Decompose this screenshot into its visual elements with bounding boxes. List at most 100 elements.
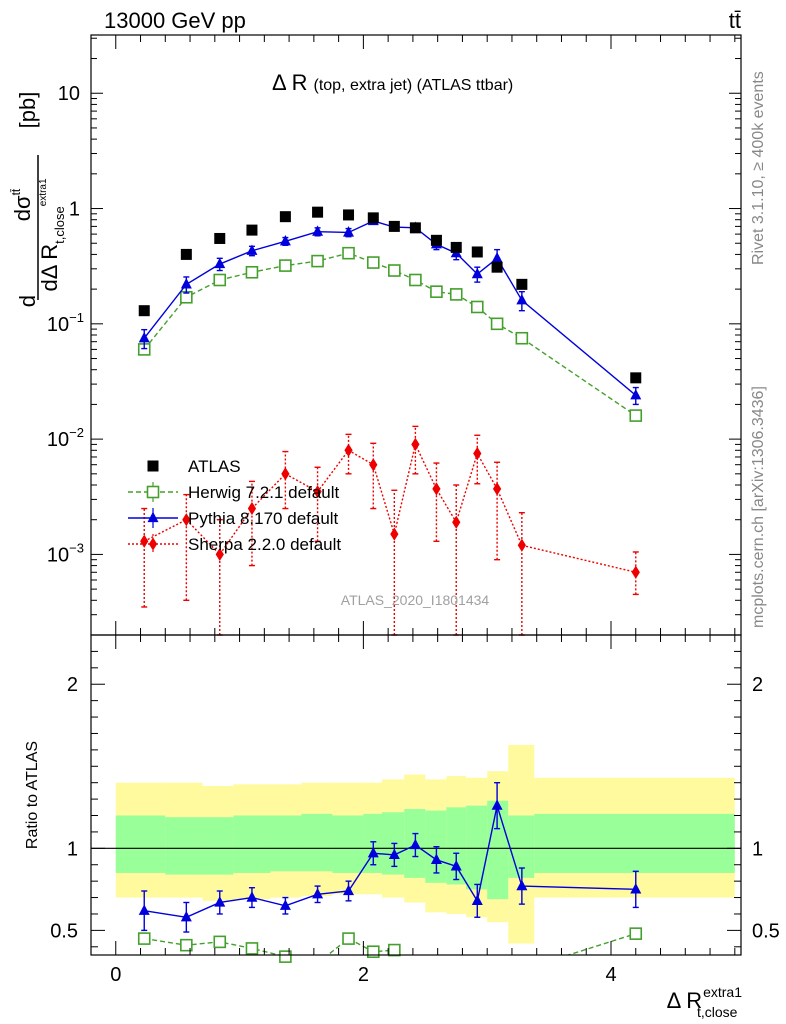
data-point <box>180 278 192 289</box>
y-tick-label-exp: −1 <box>69 310 84 325</box>
ratio-data-point <box>180 910 192 922</box>
data-point <box>214 232 226 244</box>
legend-item-pythia-8-170-default: Pythia 8.170 default <box>128 508 339 528</box>
series-sherpa-2-2-0-default <box>140 425 640 636</box>
legend-item-herwig-7-2-1-default: Herwig 7.2.1 default <box>128 482 339 502</box>
legend: ATLAS Herwig 7.2.1 default Pythia 8.170 de… <box>128 457 341 554</box>
ratio-data-point <box>388 848 400 860</box>
ratio-series-herwig-7-2-1-default <box>137 927 643 963</box>
data-point <box>430 234 442 246</box>
main-title: Δ R (top, extra jet) (ATLAS ttbar) <box>272 70 513 95</box>
ratio-data-point <box>366 945 380 959</box>
data-point <box>246 244 258 255</box>
ratio-series-line <box>144 805 636 918</box>
ratio-data-point <box>471 894 483 905</box>
ratio-y-tick-label: 0.5 <box>50 920 78 942</box>
ratio-data-point <box>279 950 292 963</box>
legend-marker <box>146 485 160 499</box>
data-point <box>470 300 484 314</box>
ratio-data-point <box>516 879 528 891</box>
ratio-data-point <box>138 904 150 915</box>
data-point <box>213 273 227 287</box>
data-point <box>516 293 528 305</box>
data-point <box>279 211 291 223</box>
y-tick-label-exp: −2 <box>69 425 84 440</box>
final-state-label: tt̄ <box>729 8 741 33</box>
data-point <box>138 331 150 343</box>
ratio-y-tick-label-right: 0.5 <box>752 920 780 942</box>
y-tick-label: 10−3 <box>47 540 84 566</box>
svg-text:d: d <box>15 295 40 307</box>
ratio-data-point <box>491 799 503 810</box>
main-plot-content <box>137 206 643 636</box>
data-point <box>409 222 421 234</box>
ratio-series-pythia-8-170-default <box>138 781 642 933</box>
data-point <box>631 565 640 579</box>
legend-marker <box>147 511 159 523</box>
ratio-xlabel-sub: t,close <box>697 1004 738 1020</box>
data-point <box>430 285 443 298</box>
data-point <box>471 246 483 258</box>
data-point <box>450 241 462 253</box>
ratio-y-tick-label-right: 1 <box>752 838 763 860</box>
ratio-y-tick-label: 2 <box>67 674 78 696</box>
data-point <box>409 273 422 287</box>
ratio-x-tick-label: 0 <box>110 964 121 986</box>
data-point <box>245 265 259 279</box>
band-inner <box>466 805 488 890</box>
ratio-data-point <box>246 891 258 902</box>
y-tick-label: 10−2 <box>47 425 84 451</box>
y-tick-label-base: 10 <box>47 314 69 336</box>
ratio-data-point <box>213 935 227 949</box>
data-point <box>492 482 502 496</box>
ratio-data-point <box>430 853 442 864</box>
y-tick-label-base: 10 <box>47 544 69 566</box>
data-point <box>473 446 482 461</box>
data-point <box>138 305 150 317</box>
uncertainty-bands <box>115 744 735 944</box>
data-point <box>344 443 353 457</box>
data-point <box>312 206 324 218</box>
ratio-x-tick-label: 2 <box>358 964 369 986</box>
legend-label: Herwig 7.2.1 default <box>188 483 339 502</box>
ratio-panel: 0.5 0.5 1 1 2 2 0 2 4 Ratio to ATLAS Δ Rextra1 t,… <box>24 634 780 1020</box>
ratio-data-point <box>137 932 151 945</box>
band-inner <box>115 815 166 873</box>
series-herwig-7-2-1-default <box>137 246 643 422</box>
ratio-data-point <box>214 896 226 907</box>
ratio-data-point <box>245 942 259 955</box>
ratio-xlabel-main: Δ R <box>667 988 702 1013</box>
data-point <box>366 256 380 269</box>
data-point <box>140 534 149 548</box>
data-point <box>490 317 504 331</box>
legend-item-sherpa-2-2-0-default: Sherpa 2.2.0 default <box>128 534 341 554</box>
ratio-x-tick-label: 4 <box>605 964 616 986</box>
ratio-data-point <box>409 838 421 850</box>
analysis-tag: ATLAS_2020_I1801434 <box>341 592 490 608</box>
band-inner <box>332 815 364 873</box>
main-ylabel-d: dσtt̄ <box>9 188 35 221</box>
ratio-plot-frame <box>90 634 742 956</box>
data-point <box>343 209 355 221</box>
band-inner <box>534 813 735 873</box>
data-point <box>214 257 226 269</box>
data-point <box>311 254 324 268</box>
main-title-small: (top, extra jet) (ATLAS ttbar) <box>313 77 513 94</box>
data-point <box>517 538 526 552</box>
data-point <box>180 248 192 260</box>
y-tick-label: 10 <box>58 83 80 105</box>
data-point <box>630 372 642 384</box>
ratio-data-point <box>629 927 643 940</box>
ratio-data-point <box>450 860 462 871</box>
data-point <box>215 547 224 562</box>
main-ylabel-unit: [pb] <box>15 92 40 129</box>
ratio-data-point <box>343 884 355 896</box>
data-point <box>343 226 355 237</box>
data-point <box>279 234 291 246</box>
series-line <box>143 442 636 573</box>
data-point <box>515 331 529 345</box>
data-point <box>312 225 324 236</box>
legend-marker <box>147 460 159 472</box>
